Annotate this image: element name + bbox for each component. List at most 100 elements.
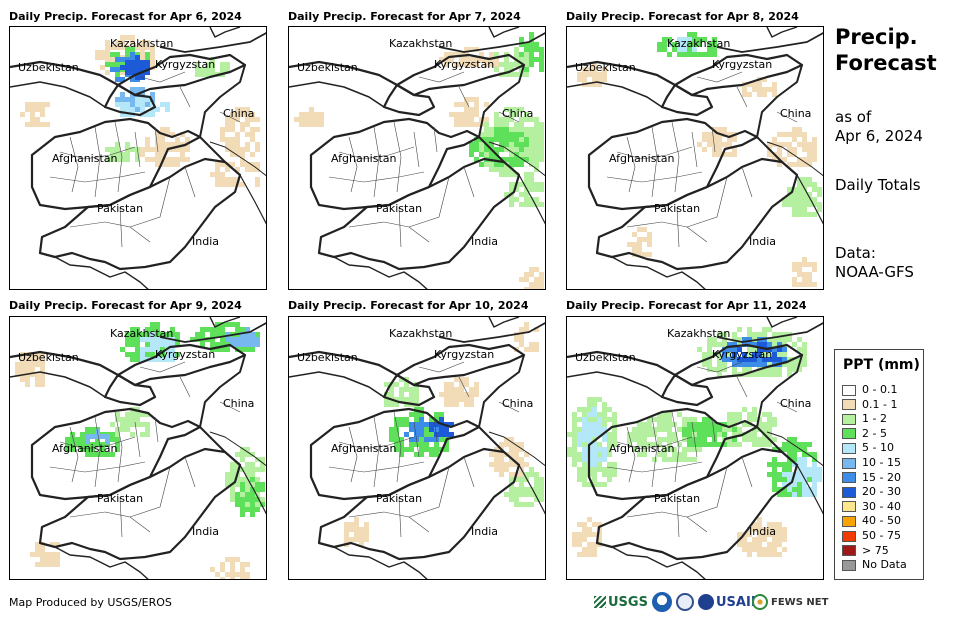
precip-cell [319,122,324,127]
precip-cell [792,482,797,487]
precip-cell [40,352,45,357]
precip-cell [692,427,697,432]
precip-cell [200,72,205,77]
province-boundary [651,416,658,488]
precip-cell [752,87,757,92]
precip-cell [807,492,812,497]
precip-cell [504,122,509,127]
precip-cell [469,387,474,392]
precip-cell [782,157,787,162]
precip-cell [539,62,544,67]
precip-cell [235,177,240,182]
precip-cell [255,492,260,497]
precip-cell [597,427,602,432]
precip-cell [587,527,592,532]
precip-cell [145,147,150,152]
province-boundary [626,426,636,483]
precip-cell [752,412,757,417]
precip-cell [115,57,120,62]
province-boundary [661,511,708,533]
precip-cell [592,477,597,482]
precip-cell [672,42,677,47]
map-label-afghanistan: Afghanistan [609,442,675,455]
precip-cell [210,62,215,67]
precip-cell [612,412,617,417]
precip-cell [514,172,519,177]
precip-cell [120,45,125,50]
precip-cell [762,372,767,377]
coastline [611,256,706,289]
precip-cell [662,412,667,417]
precip-cell [384,382,389,387]
precip-cell [529,467,534,472]
precip-cell [125,422,130,427]
precip-cell [180,152,185,157]
legend-swatch [842,515,856,527]
precip-cell [727,347,732,352]
precip-cell [155,342,160,347]
precip-cell [135,152,140,157]
precip-cell [782,337,787,342]
precip-cell [454,397,459,402]
precip-cell [657,442,662,447]
map-label-kyrgyzstan: Kyrgyzstan [712,58,772,71]
precip-cell [469,57,474,62]
precip-cell [120,422,125,427]
precip-cell [260,502,265,507]
precip-cell [494,122,499,127]
precip-cell [534,267,539,272]
precip-cell [712,37,717,42]
precip-cell [802,357,807,362]
china-border [478,64,525,163]
precip-cell [449,432,454,437]
precip-cell [807,282,812,287]
legend-label: 30 - 40 [862,499,901,513]
precip-cell [499,167,504,172]
precip-cell [50,557,55,562]
precip-cell [524,277,529,282]
precip-cell [250,452,255,457]
precip-cell [484,132,489,137]
legend-swatch [842,442,856,454]
precip-cell [434,432,439,437]
precip-cell [509,157,514,162]
precip-cell [632,232,637,237]
precip-cell [597,532,602,537]
precip-cell [409,392,414,397]
precip-cell [762,77,767,82]
legend-label: 40 - 50 [862,514,901,528]
precip-cell [240,327,245,332]
precip-cell [389,427,394,432]
kazakhstan-china-border [438,32,545,53]
precip-cell [602,457,607,462]
precip-cell [494,162,499,167]
precip-cell [439,427,444,432]
precip-cell [757,372,762,377]
precip-cell [135,87,140,92]
precip-cell [464,382,469,387]
panel-title-apr6: Daily Precip. Forecast for Apr 6, 2024 [9,10,242,23]
precip-cell [529,147,534,152]
precip-cell [429,437,434,442]
precip-cell [632,242,637,247]
precip-cell [692,457,697,462]
precip-cell [120,107,125,112]
precip-cell [519,442,524,447]
precip-cell [539,137,544,142]
precip-cell [524,327,529,332]
precip-cell [762,412,767,417]
precip-cell [524,462,529,467]
panel-title-apr7: Daily Precip. Forecast for Apr 7, 2024 [288,10,521,23]
precip-cell [75,442,80,447]
precip-cell [135,337,140,342]
precip-cell [524,192,529,197]
precip-cell [409,412,414,417]
precip-cell [130,412,135,417]
precip-cell [454,52,459,57]
precip-cell [364,537,369,542]
noaa-logo [652,591,672,613]
precip-cell [529,62,534,67]
precip-cell [245,112,250,117]
precip-cell [484,122,489,127]
precip-cell [110,157,115,162]
